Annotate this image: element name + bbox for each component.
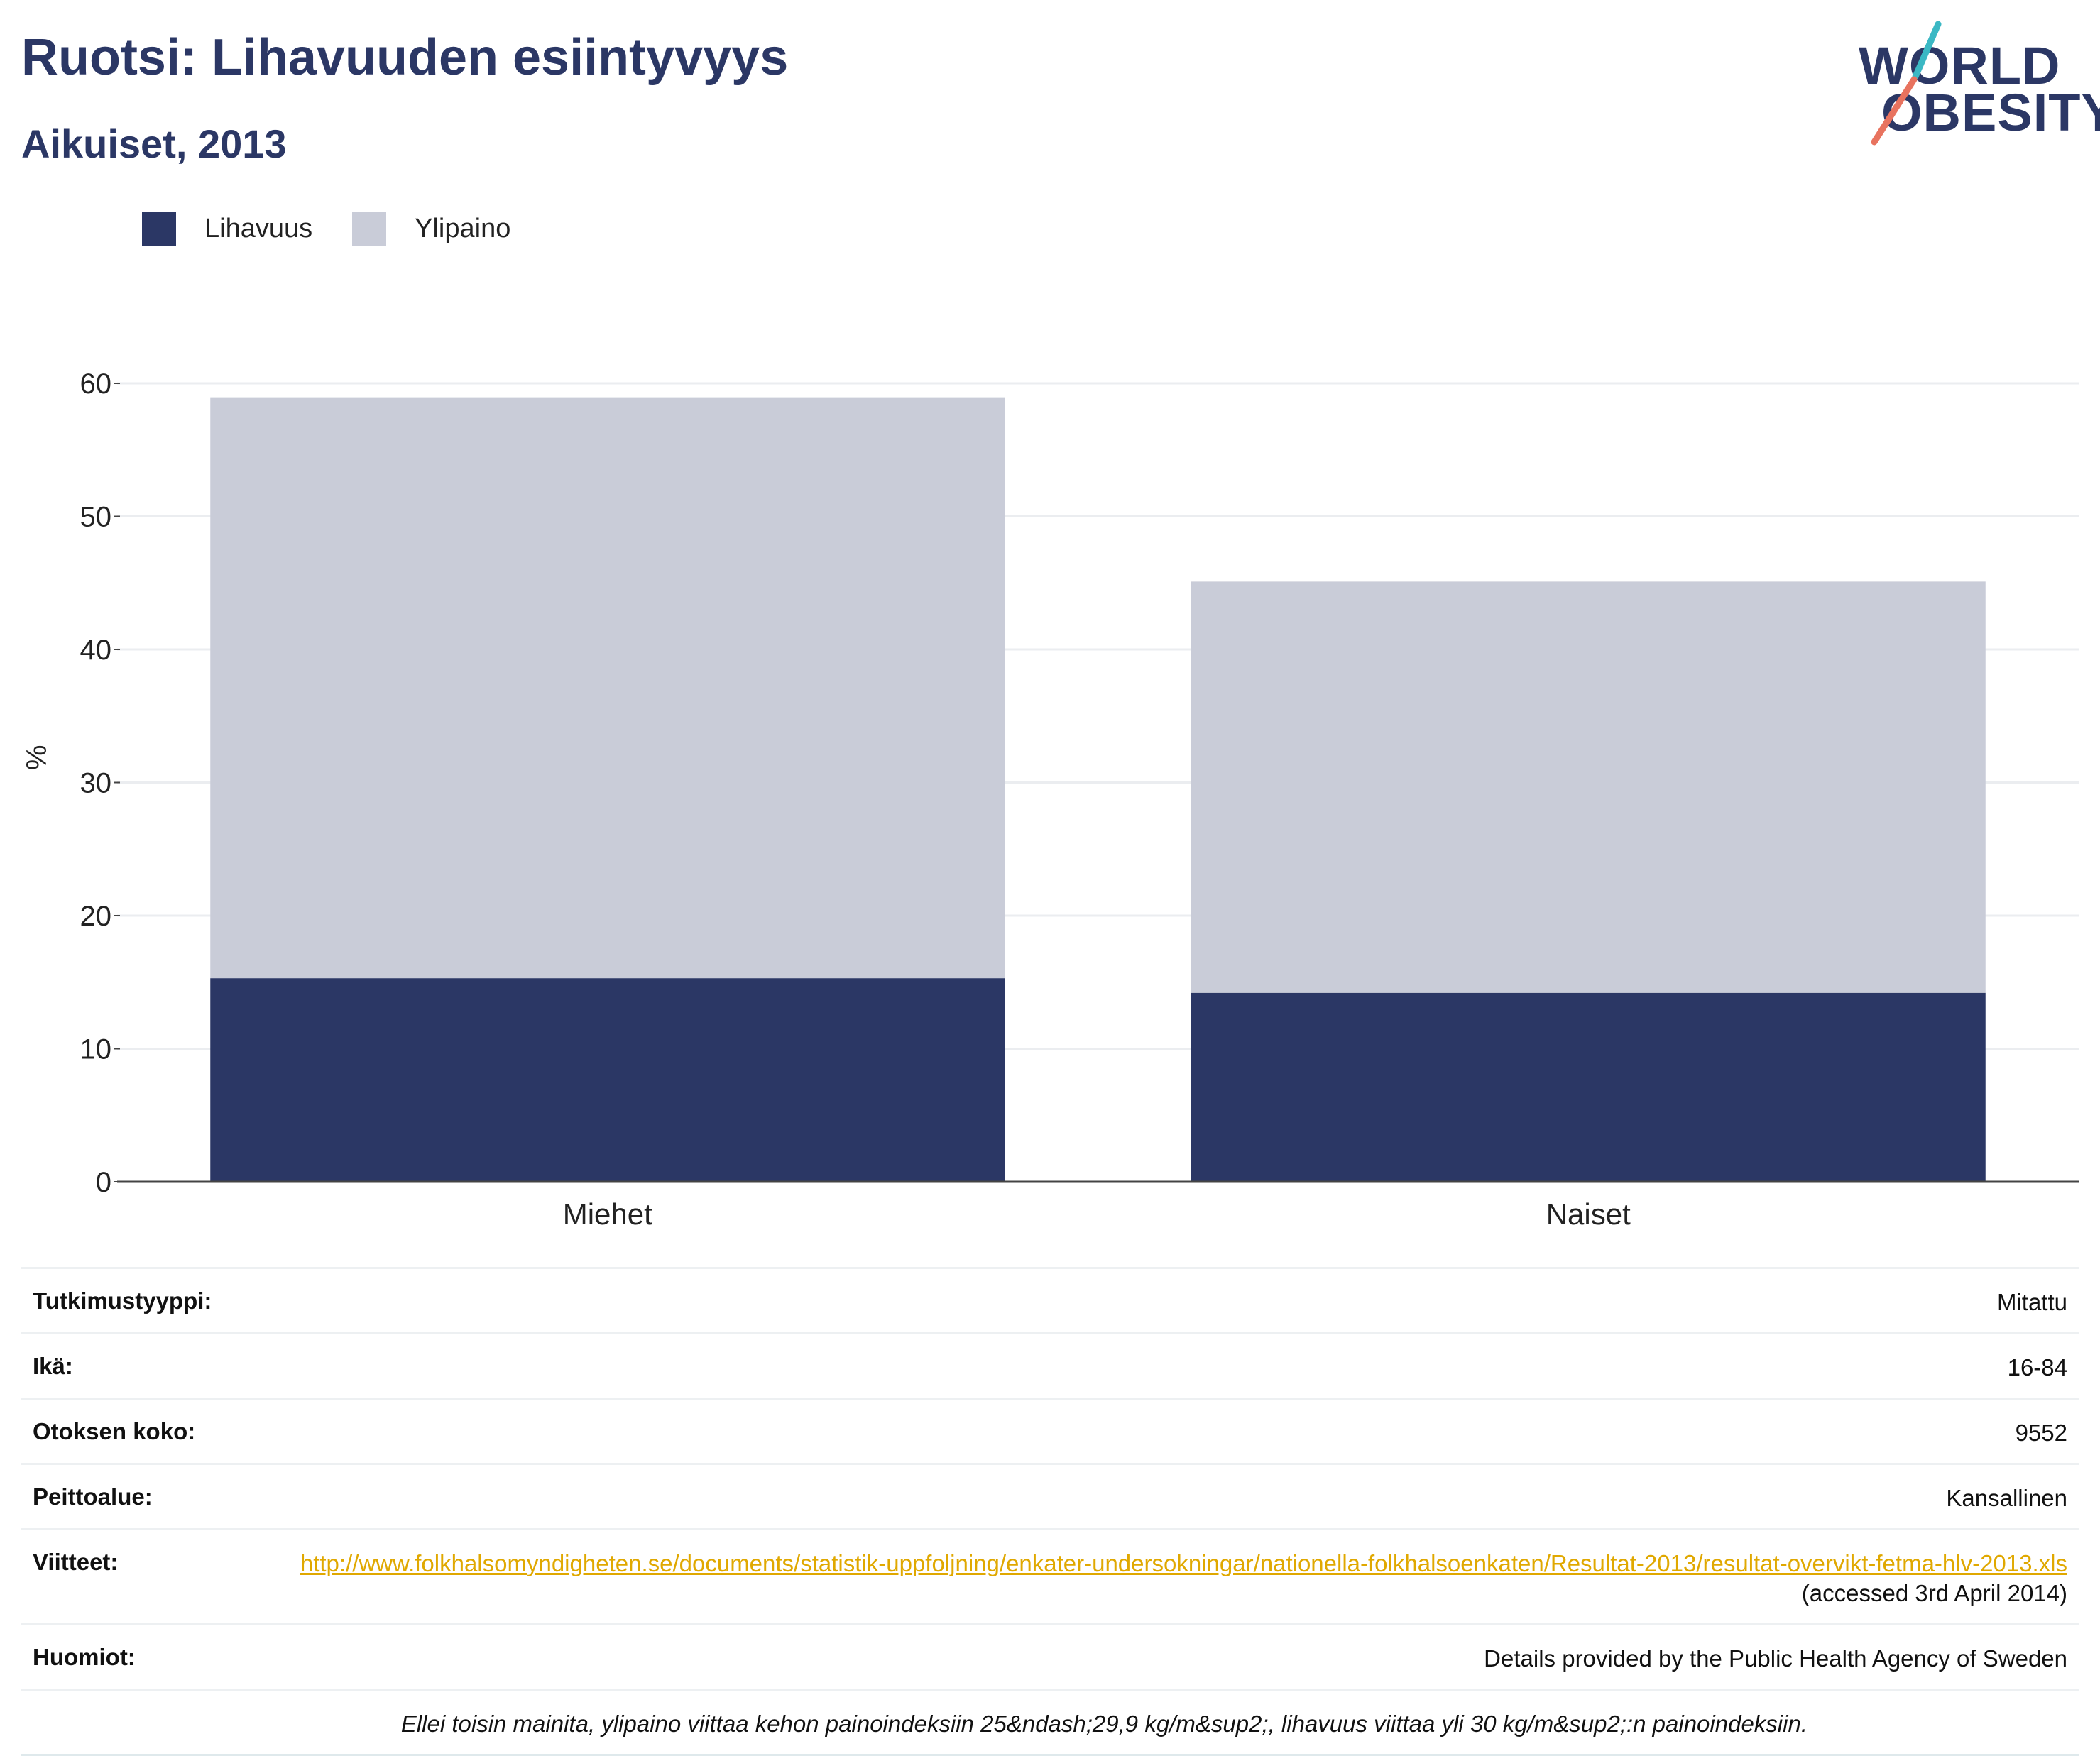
- row-study-type: Tutkimustyyppi: Mitattu: [21, 1267, 2079, 1332]
- y-tick-label: 20: [80, 901, 112, 932]
- legend: Lihavuus Ylipaino: [142, 212, 550, 246]
- row-value: Mitattu: [1996, 1289, 2067, 1315]
- row-label: Viitteet:: [33, 1548, 119, 1575]
- logo-word-world: WORLD: [1859, 36, 2061, 95]
- row-value: http://www.folkhalsomyndigheten.se/docum…: [292, 1549, 2067, 1610]
- y-tick-label: 60: [80, 368, 112, 400]
- row-value: Details provided by the Public Health Ag…: [1484, 1645, 2067, 1672]
- y-tick-label: 40: [80, 635, 112, 666]
- y-tick-label: 0: [96, 1167, 111, 1198]
- bar-ylipaino-naiset: [1191, 581, 1986, 993]
- row-footnote: Ellei toisin mainita, ylipaino viittaa k…: [21, 1689, 2079, 1756]
- row-age: Ikä: 16-84: [21, 1332, 2079, 1398]
- row-coverage: Peittoalue: Kansallinen: [21, 1462, 2079, 1528]
- legend-label: Ylipaino: [415, 213, 511, 243]
- bar-lihavuus-miehet: [210, 978, 1005, 1182]
- chart-title: Ruotsi: Lihavuuden esiintyvyys: [21, 29, 789, 86]
- row-references: Viitteet: http://www.folkhalsomyndighete…: [21, 1527, 2079, 1624]
- row-label: Huomiot:: [33, 1644, 136, 1671]
- footnote-text: Ellei toisin mainita, ylipaino viittaa k…: [400, 1711, 1808, 1738]
- row-value: 16-84: [2007, 1354, 2067, 1381]
- row-label: Otoksen koko:: [33, 1417, 196, 1444]
- y-tick-label: 50: [80, 502, 112, 533]
- row-label: Tutkimustyyppi:: [33, 1288, 212, 1314]
- logo-word-obesity: OBESITY: [1881, 83, 2100, 142]
- x-tick-label: Naiset: [1546, 1197, 1631, 1231]
- legend-item-lihavuus[interactable]: Lihavuus: [142, 212, 312, 246]
- chart-subtitle: Aikuiset, 2013: [21, 121, 287, 166]
- legend-swatch: [352, 212, 387, 246]
- y-tick-label: 30: [80, 768, 112, 799]
- legend-label: Lihavuus: [204, 213, 313, 243]
- accessed-note: (accessed 3rd April 2014): [1801, 1580, 2067, 1607]
- bar-lihavuus-naiset: [1191, 992, 1986, 1182]
- stacked-bar-chart: 0 10 20 30 40 50 60 Miehet Naiset: [80, 368, 2079, 1231]
- y-tick-label: 10: [80, 1034, 112, 1065]
- row-label: Peittoalue:: [33, 1483, 153, 1510]
- row-value: Kansallinen: [1946, 1484, 2067, 1511]
- legend-swatch: [142, 212, 176, 246]
- row-sample-size: Otoksen koko: 9552: [21, 1397, 2079, 1463]
- legend-item-ylipaino[interactable]: Ylipaino: [352, 212, 510, 246]
- logo-slash-icon: [1871, 21, 1942, 146]
- bar-ylipaino-miehet: [210, 397, 1005, 979]
- x-tick-label: Miehet: [563, 1197, 652, 1231]
- world-obesity-logo: WORLD OBESITY: [1839, 21, 2100, 149]
- reference-link[interactable]: http://www.folkhalsomyndigheten.se/docum…: [300, 1549, 2067, 1576]
- row-label: Ikä:: [33, 1352, 73, 1379]
- row-value: 9552: [2015, 1419, 2067, 1446]
- row-notes: Huomiot: Details provided by the Public …: [21, 1623, 2079, 1689]
- study-details-table: Tutkimustyyppi: Mitattu Ikä: 16-84 Otoks…: [21, 1267, 2079, 1756]
